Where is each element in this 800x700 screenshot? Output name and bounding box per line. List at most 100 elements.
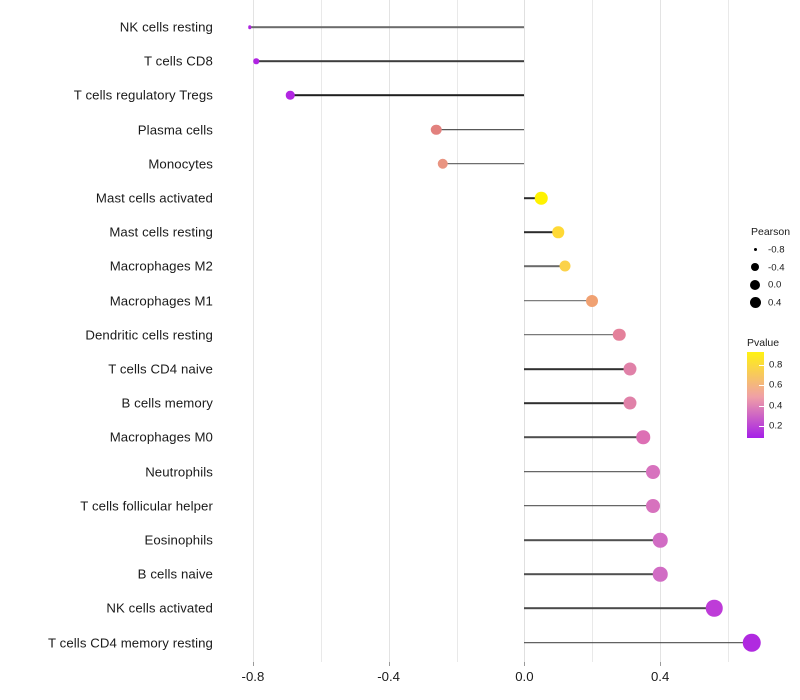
- pearson-legend-key: -0.4: [742, 260, 800, 276]
- y-axis-label: Mast cells activated: [95, 190, 213, 206]
- lollipop-stem: [524, 641, 752, 644]
- pvalue-colorbar-label: 0.6: [769, 379, 783, 391]
- lollipop-stem: [524, 368, 630, 370]
- pearson-legend-dot-cell: [746, 276, 764, 294]
- pearson-legend-dot-cell: [746, 259, 764, 277]
- y-axis-label: Plasma cells: [137, 122, 213, 138]
- y-axis-label: T cells CD4 naive: [108, 361, 213, 377]
- legend-area: Pearson -0.8 -0.4 0.0 0.4 Pvalue 0.8 0.6 0.4 0…: [742, 0, 800, 700]
- lollipop-stem: [524, 573, 661, 575]
- lollipop-point[interactable]: [559, 260, 571, 272]
- y-axis-label: Eosinophils: [144, 532, 213, 548]
- x-tick-mark: [524, 662, 526, 666]
- x-tick-mark: [388, 662, 390, 666]
- pearson-legend-dot-cell: [746, 294, 764, 312]
- pearson-legend-dot: [750, 279, 760, 290]
- y-axis-label: T cells CD8: [143, 53, 213, 69]
- plot-panel: [219, 0, 761, 662]
- pearson-legend-key: 0.4: [742, 295, 800, 311]
- pvalue-colorbar-label: 0.8: [769, 359, 783, 371]
- lollipop-stem: [256, 60, 525, 62]
- lollipop-point[interactable]: [253, 58, 260, 64]
- lollipop-point[interactable]: [586, 294, 599, 307]
- lollipop-stem: [524, 231, 559, 233]
- pvalue-colorbar-tick: [759, 405, 764, 407]
- lollipop-point[interactable]: [636, 430, 650, 445]
- zero-reference-line: [524, 0, 526, 662]
- lollipop-point[interactable]: [652, 532, 668, 548]
- y-axis-category-labels: NK cells resting T cells CD8 T cells regul…: [0, 0, 213, 700]
- x-tick-label: 0.0: [515, 669, 534, 684]
- lollipop-point[interactable]: [646, 498, 661, 513]
- lollipop-point[interactable]: [430, 124, 442, 135]
- y-axis-label: T cells follicular helper: [80, 498, 213, 514]
- pearson-legend-label: 0.0: [768, 279, 782, 291]
- y-axis-label: Macrophages M0: [109, 429, 213, 445]
- x-tick-label: -0.8: [241, 669, 265, 684]
- x-gridline: [388, 0, 390, 662]
- pvalue-legend-title: Pvalue: [747, 337, 780, 349]
- pvalue-colorbar-tick: [759, 365, 764, 367]
- lollipop-point[interactable]: [437, 158, 449, 170]
- lollipop-stem: [524, 265, 566, 268]
- x-gridline: [660, 0, 662, 662]
- lollipop-point[interactable]: [552, 226, 565, 238]
- pearson-legend-label: -0.8: [768, 244, 785, 256]
- lollipop-stem: [524, 436, 644, 439]
- x-gridline: [252, 0, 254, 662]
- y-axis-label: Neutrophils: [145, 464, 213, 480]
- lollipop-stem: [524, 299, 593, 302]
- lollipop-stem: [290, 94, 525, 97]
- lollipop-point[interactable]: [623, 362, 637, 376]
- lollipop-stem: [524, 197, 542, 199]
- y-axis-label: B cells naive: [137, 566, 213, 582]
- pvalue-colorbar: [747, 352, 764, 438]
- y-axis-label: NK cells activated: [106, 600, 213, 616]
- x-gridline: [728, 0, 729, 662]
- lollipop-stem: [524, 505, 654, 507]
- lollipop-stem: [524, 607, 715, 610]
- pearson-legend-key: -0.8: [742, 242, 800, 258]
- x-gridline: [320, 0, 322, 662]
- lollipop-point[interactable]: [706, 600, 723, 617]
- y-axis-label: NK cells resting: [119, 19, 213, 35]
- y-axis-label: B cells memory: [121, 395, 213, 411]
- lollipop-point[interactable]: [535, 191, 548, 205]
- y-axis-label: Monocytes: [148, 156, 213, 172]
- x-gridline: [592, 0, 594, 662]
- pearson-legend-dot: [751, 263, 759, 272]
- x-gridline: [456, 0, 458, 662]
- pvalue-colorbar-label: 0.4: [769, 400, 783, 412]
- lollipop-stem: [436, 128, 525, 131]
- lollipop-point[interactable]: [613, 328, 626, 342]
- y-axis-label: T cells regulatory Tregs: [73, 87, 213, 103]
- pearson-legend-dot: [753, 248, 757, 252]
- pearson-legend-dot-cell: [746, 241, 764, 259]
- x-tick-mark: [252, 662, 254, 666]
- x-tick-mark: [660, 662, 662, 666]
- lollipop-point[interactable]: [247, 25, 252, 29]
- y-axis-label: Macrophages M2: [109, 258, 213, 274]
- pvalue-colorbar-label: 0.2: [769, 420, 783, 432]
- y-axis-label: Macrophages M1: [109, 293, 213, 309]
- y-axis-label: Dendritic cells resting: [85, 327, 213, 343]
- lollipop-point[interactable]: [623, 396, 637, 410]
- pearson-legend-title: Pearson: [751, 226, 791, 238]
- lollipop-stem: [249, 26, 525, 28]
- pearson-legend-label: 0.4: [768, 297, 782, 308]
- y-axis-label: T cells CD4 memory resting: [47, 635, 213, 651]
- lollipop-stem: [524, 470, 654, 473]
- pearson-legend-label: -0.4: [768, 262, 785, 273]
- pvalue-colorbar-tick: [759, 385, 764, 387]
- lollipop-stem: [524, 539, 661, 541]
- lollipop-stem: [442, 163, 525, 165]
- pearson-legend-key: 0.0: [742, 277, 800, 293]
- lollipop-point[interactable]: [646, 464, 661, 479]
- lollipop-stem: [524, 334, 620, 336]
- pearson-legend-dot: [749, 296, 761, 308]
- lollipop-point[interactable]: [652, 566, 668, 582]
- x-axis: -0.8 -0.4 0.0 0.4: [219, 662, 728, 700]
- pvalue-colorbar-tick: [759, 425, 764, 427]
- lollipop-point[interactable]: [286, 91, 295, 100]
- lollipop-point[interactable]: [742, 633, 761, 652]
